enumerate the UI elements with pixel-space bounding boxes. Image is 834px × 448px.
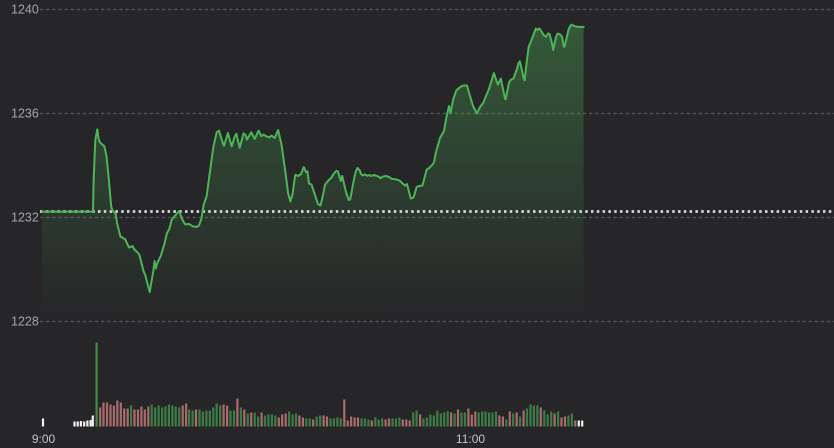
svg-text:1240: 1240 bbox=[11, 3, 39, 17]
svg-text:1236: 1236 bbox=[11, 107, 39, 121]
svg-text:1232: 1232 bbox=[11, 211, 39, 225]
svg-text:9:00: 9:00 bbox=[32, 432, 56, 446]
svg-text:11:00: 11:00 bbox=[456, 432, 485, 446]
svg-text:1228: 1228 bbox=[11, 315, 39, 329]
